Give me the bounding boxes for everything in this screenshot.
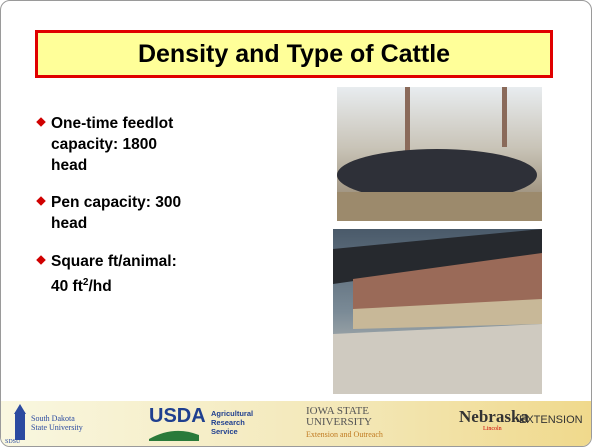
ars-line: Service (211, 427, 253, 436)
bullet-text: Square ft/animal: 40 ft2/hd (51, 251, 197, 297)
bullet-text-main: Square ft/animal: 40 ft (51, 253, 177, 295)
slide: Density and Type of Cattle One-time feed… (0, 0, 592, 447)
photo-feedlot-barn (333, 229, 542, 394)
title: Density and Type of Cattle (35, 30, 553, 78)
bullet: Square ft/animal: 40 ft2/hd (37, 251, 277, 297)
iowa-line: UNIVERSITY (306, 417, 372, 428)
nebraska-campus: Lincoln (483, 426, 502, 432)
bullet-text: One-time feedlot capacity: 1800 head (51, 113, 197, 176)
usda-swoosh (149, 429, 199, 441)
sdsu-line: South Dakota (31, 414, 83, 423)
sdsu-icon (11, 404, 29, 442)
nebraska-extension: EXTENSION (519, 414, 583, 426)
ars-line: Research (211, 418, 253, 427)
sdsu-abbr: SDSU (5, 439, 20, 445)
bullet-suffix: /hd (88, 278, 111, 295)
photo-cattle-pen (337, 87, 542, 221)
sdsu-line: State University (31, 423, 83, 432)
bullet: One-time feedlot capacity: 1800 head (37, 113, 277, 176)
usda-logo: USDA (149, 405, 206, 428)
ars-line: Agricultural (211, 409, 253, 418)
iowa-extension: Extension and Outreach (306, 430, 383, 439)
bullet-text: Pen capacity: 300 head (51, 192, 197, 234)
bullet: Pen capacity: 300 head (37, 192, 277, 234)
